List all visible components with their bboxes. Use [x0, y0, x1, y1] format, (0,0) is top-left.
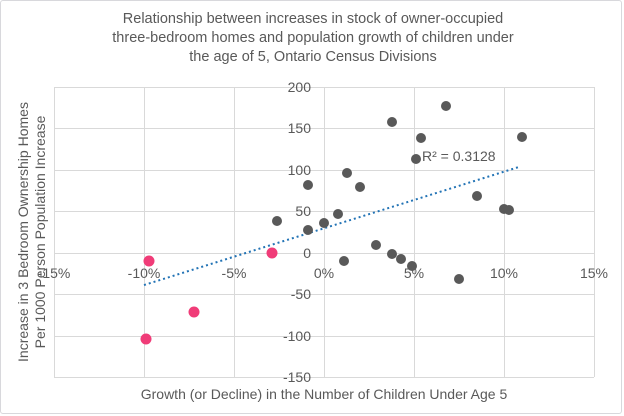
r-squared-label: R² = 0.3128	[422, 148, 496, 164]
gridline-vertical	[594, 87, 595, 377]
data-point-census-divisions-growing	[319, 217, 329, 228]
gridline-vertical	[414, 87, 415, 377]
x-axis-tick-label: 0%	[313, 264, 335, 281]
y-axis-title-line2: Per 1000 Person Population Increase	[32, 115, 48, 349]
x-axis-title: Growth (or Decline) in the Number of Chi…	[140, 386, 508, 402]
y-axis-tick-label: 0	[303, 244, 311, 261]
chart-title-line3: the age of 5, Ontario Census Divisions	[189, 49, 437, 65]
data-point-census-divisions-growing	[272, 216, 283, 227]
data-point-census-divisions-growing	[387, 249, 398, 260]
chart-title-line1: Relationship between increases in stock …	[122, 11, 504, 27]
data-point-census-divisions-declining	[188, 306, 200, 318]
y-axis-tick-label: -150	[282, 369, 311, 385]
gridline-horizontal	[54, 252, 594, 254]
chart-title-line2: three-bedroom homes and population growt…	[112, 30, 514, 46]
data-point-census-divisions-growing	[410, 154, 421, 165]
data-point-census-divisions-growing	[333, 208, 344, 219]
data-point-census-divisions-growing	[517, 131, 527, 142]
data-point-census-divisions-growing	[302, 179, 313, 190]
gridline-horizontal	[54, 211, 594, 213]
data-point-census-divisions-growing	[387, 116, 398, 127]
gridline-vertical	[234, 87, 235, 377]
gridline-vertical	[504, 87, 505, 377]
data-point-census-divisions-declining	[143, 255, 155, 267]
gridline-horizontal	[54, 169, 594, 171]
trendline	[143, 165, 521, 286]
y-axis-tick-label: 150	[287, 120, 311, 137]
data-point-census-divisions-declining	[140, 333, 152, 345]
data-point-census-divisions-growing	[441, 101, 452, 112]
gridline-horizontal	[54, 335, 594, 337]
y-axis-title-line1: Increase in 3 Bedroom Ownership Homes	[15, 102, 31, 362]
y-axis-tick-label: -50	[290, 286, 311, 303]
data-point-census-divisions-growing	[504, 204, 515, 215]
plot-area: R² = 0.3128 -15% -10% -5% 0% 5% 10% 15% 200 150 1…	[38, 79, 608, 385]
y-axis-title: Increase in 3 Bedroom Ownership Homes Pe…	[15, 102, 49, 362]
gridline-vertical	[144, 87, 145, 377]
x-axis-tick-label: -10%	[127, 264, 161, 281]
x-axis-tick-label: -5%	[221, 264, 247, 281]
gridline-horizontal	[54, 377, 594, 378]
data-point-census-divisions-growing	[302, 225, 313, 236]
data-point-census-divisions-declining	[266, 247, 278, 259]
data-point-census-divisions-growing	[371, 240, 382, 251]
data-point-census-divisions-growing	[338, 256, 349, 266]
gridline-horizontal	[54, 87, 594, 88]
gridline-horizontal	[54, 128, 594, 130]
data-point-census-divisions-growing	[472, 190, 482, 201]
x-axis-tick-label: -15%	[37, 264, 71, 281]
data-point-census-divisions-growing	[396, 253, 407, 264]
y-axis-tick-label: 100	[287, 161, 311, 178]
data-point-census-divisions-growing	[454, 274, 464, 285]
data-point-census-divisions-growing	[407, 260, 418, 271]
gridline-vertical	[324, 87, 325, 377]
data-point-census-divisions-growing	[342, 168, 353, 179]
data-point-census-divisions-growing	[355, 182, 365, 193]
data-point-census-divisions-growing	[499, 203, 509, 214]
chart-title: Relationship between increases in stock …	[31, 10, 595, 67]
gridline-horizontal	[54, 294, 594, 296]
x-axis-tick-label: 10%	[489, 264, 519, 281]
gridline-vertical	[54, 87, 55, 377]
y-axis-tick-label: -100	[282, 327, 311, 344]
y-axis-tick-label: 200	[287, 79, 311, 95]
y-axis-tick-label: 50	[295, 203, 311, 220]
data-point-census-divisions-growing	[416, 132, 427, 143]
x-axis-tick-label: 15%	[579, 264, 609, 281]
